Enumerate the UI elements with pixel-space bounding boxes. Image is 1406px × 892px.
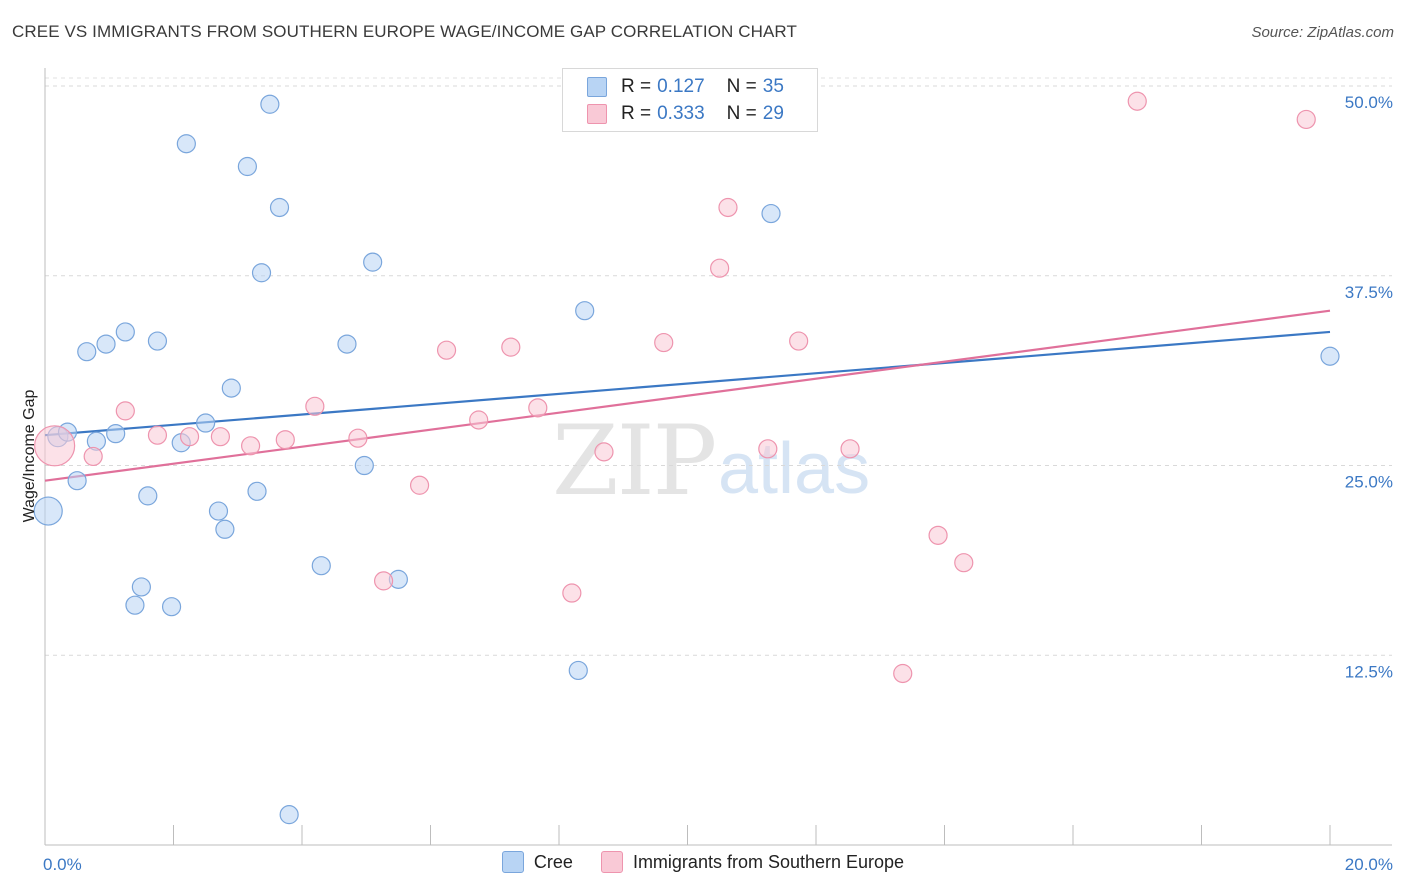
point-southern-europe[interactable]	[1127, 91, 1147, 111]
correlation-legend: R = 0.127 N = 35 R = 0.333 N = 29	[562, 68, 818, 132]
series-legend: Cree Immigrants from Southern Europe	[0, 851, 1406, 873]
point-southern-europe[interactable]	[789, 331, 809, 351]
point-cree[interactable]	[67, 471, 87, 491]
point-southern-europe[interactable]	[241, 436, 261, 456]
point-cree[interactable]	[138, 486, 158, 506]
point-southern-europe[interactable]	[893, 663, 913, 684]
point-cree[interactable]	[215, 519, 235, 539]
y-tick-label: 50.0%	[1345, 93, 1393, 112]
point-southern-europe[interactable]	[718, 197, 738, 218]
point-cree[interactable]	[147, 331, 168, 351]
legend-n-value: 35	[762, 76, 784, 97]
watermark-zip: ZIP	[552, 405, 717, 517]
legend-swatch-cree	[501, 851, 524, 873]
point-southern-europe[interactable]	[528, 398, 548, 418]
point-southern-europe[interactable]	[840, 439, 860, 459]
point-southern-europe[interactable]	[594, 442, 614, 462]
legend-r-label: R =	[621, 103, 652, 124]
point-cree[interactable]	[115, 322, 135, 342]
point-cree[interactable]	[354, 455, 374, 476]
point-southern-europe[interactable]	[654, 332, 674, 353]
point-cree[interactable]	[269, 197, 290, 218]
axes	[44, 68, 1392, 846]
point-cree[interactable]	[1320, 346, 1340, 366]
point-southern-europe[interactable]	[210, 427, 231, 447]
point-cree[interactable]	[96, 334, 116, 354]
legend-r-label: R =	[621, 76, 652, 97]
point-cree[interactable]	[221, 378, 241, 398]
point-cree[interactable]	[761, 203, 781, 224]
point-cree[interactable]	[568, 660, 588, 681]
point-cree[interactable]	[311, 556, 331, 576]
trend-line-southern-europe	[44, 309, 1331, 482]
point-cree[interactable]	[279, 805, 299, 825]
legend-r-value: 0.127	[657, 76, 705, 97]
legend-row-southern-europe: R = 0.333 N = 29	[587, 101, 784, 127]
legend-swatch-southern-europe	[587, 104, 607, 124]
point-southern-europe[interactable]	[147, 425, 168, 445]
chart-title: CREE VS IMMIGRANTS FROM SOUTHERN EUROPE …	[12, 22, 797, 41]
point-southern-europe[interactable]	[710, 258, 730, 278]
point-cree[interactable]	[337, 334, 357, 354]
point-southern-europe[interactable]	[83, 446, 103, 467]
legend-swatch-cree	[587, 77, 607, 97]
point-southern-europe[interactable]	[469, 410, 489, 430]
trend-line-cree	[44, 330, 1331, 437]
y-tick-label: 12.5%	[1345, 662, 1393, 681]
point-southern-europe[interactable]	[562, 583, 582, 603]
data-points	[33, 91, 1340, 825]
axis-labels: 12.5% 25.0% 37.5% 50.0% 0.0% 20.0% Wage/Income…	[21, 93, 1393, 874]
point-cree[interactable]	[251, 263, 272, 283]
point-cree[interactable]	[237, 156, 257, 177]
point-southern-europe[interactable]	[954, 553, 974, 573]
point-southern-europe[interactable]	[305, 396, 325, 416]
point-cree[interactable]	[247, 481, 267, 501]
y-tick-label: 25.0%	[1345, 473, 1393, 492]
point-southern-europe[interactable]	[373, 571, 394, 591]
legend-item-cree[interactable]: Cree	[501, 851, 573, 873]
legend-swatch-southern-europe	[600, 851, 623, 873]
legend-n-value: 29	[762, 103, 784, 124]
point-cree[interactable]	[196, 413, 216, 433]
legend-n-label: N =	[726, 103, 757, 124]
point-southern-europe[interactable]	[179, 427, 200, 447]
legend-label-southern-europe: Immigrants from Southern Europe	[632, 851, 905, 872]
point-southern-europe[interactable]	[928, 525, 948, 545]
x-tick-label: 0.0%	[43, 855, 82, 874]
point-southern-europe[interactable]	[348, 428, 368, 448]
legend-row-cree: R = 0.127 N = 35	[587, 74, 784, 100]
point-cree[interactable]	[208, 501, 229, 521]
point-southern-europe[interactable]	[758, 439, 778, 459]
point-cree[interactable]	[176, 134, 196, 154]
point-cree[interactable]	[33, 496, 63, 526]
point-southern-europe[interactable]	[1296, 109, 1316, 130]
legend-item-southern-europe[interactable]: Immigrants from Southern Europe	[600, 851, 905, 873]
point-cree[interactable]	[260, 94, 280, 114]
point-cree[interactable]	[131, 577, 151, 597]
point-southern-europe[interactable]	[409, 475, 430, 495]
y-tick-label: 37.5%	[1345, 283, 1393, 302]
point-southern-europe[interactable]	[115, 401, 135, 421]
point-cree[interactable]	[106, 424, 126, 444]
legend-r-value: 0.333	[657, 103, 705, 124]
point-southern-europe[interactable]	[436, 340, 457, 360]
trend-lines	[44, 309, 1331, 482]
legend-label-cree: Cree	[533, 851, 573, 872]
legend-n-label: N =	[726, 76, 757, 97]
x-tick-label: 20.0%	[1345, 855, 1393, 874]
source-label: Source: ZipAtlas.com	[1251, 24, 1394, 41]
point-cree[interactable]	[161, 597, 182, 617]
point-southern-europe[interactable]	[275, 430, 295, 450]
point-cree[interactable]	[77, 342, 97, 362]
point-cree[interactable]	[125, 595, 145, 615]
point-southern-europe[interactable]	[501, 337, 521, 357]
point-southern-europe[interactable]	[34, 425, 76, 467]
point-cree[interactable]	[575, 301, 595, 321]
y-axis-label: Wage/Income Gap	[21, 390, 38, 523]
point-cree[interactable]	[363, 252, 383, 272]
